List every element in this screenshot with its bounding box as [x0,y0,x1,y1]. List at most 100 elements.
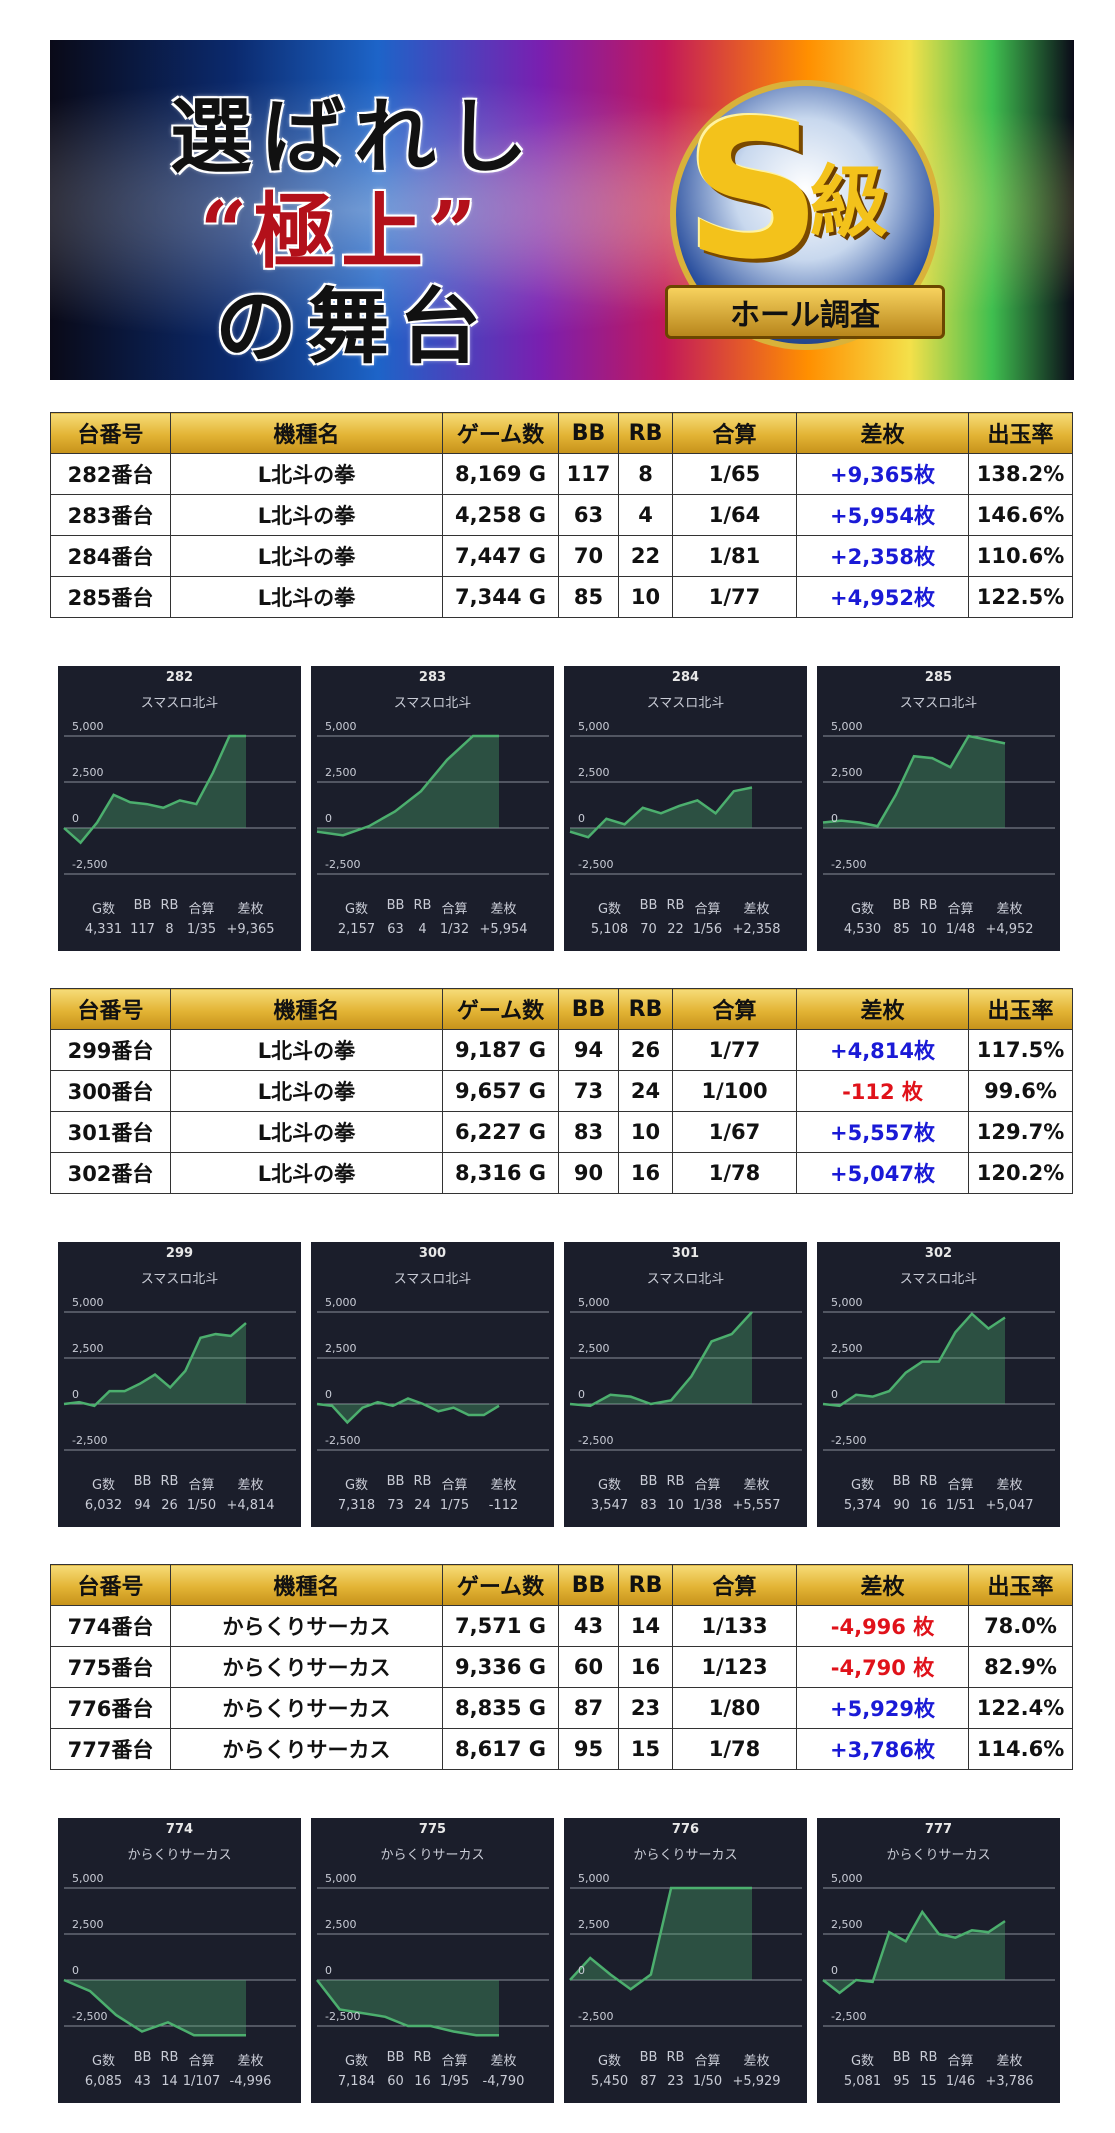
cell-bb: 73 [558,1070,619,1112]
graph-stat-header: G数 BB RB 合算 差枚 [564,1474,807,1493]
graph-stat-label: G数 [597,1478,622,1493]
graph-stat-label: BB [892,1474,911,1489]
graph-stat-diff: +5,929 [732,2074,781,2089]
slump-graph [316,734,549,875]
graph-axis-tick: 5,000 [578,1296,610,1309]
table-header-cell: 差枚 [796,412,969,454]
cell-model: L北斗の拳 [170,535,443,577]
table-row: 301番台 L北斗の拳 6,227 G 83 10 1/67 +5,557枚 129.7% [50,1111,1073,1153]
graph-area [570,1888,752,1990]
cell-rate: 78.0% [968,1605,1073,1647]
graph-stat-diff: +5,047 [985,1498,1034,1513]
graph-stat-combined: 1/50 [186,1498,217,1513]
graph-stat-label: 合算 [947,1478,974,1493]
graph-line [569,786,753,839]
cell-diff: +5,557枚 [796,1111,969,1153]
graph-axis-tick: 5,000 [578,1872,610,1885]
cell-rb: 24 [618,1070,673,1112]
graph-stat-label: 合算 [694,2054,721,2069]
graph-stat-label: G数 [850,902,875,917]
graph-axis-tick: 5,000 [72,1872,104,1885]
slump-graph-panel: 283 スマスロ北斗 5,000 2,500 0 -2,500 G数 BB RB 合算 差枚 2,15… [311,666,554,951]
graph-machine-name: スマスロ北斗 [899,696,978,711]
graph-stat-values: 5,081 95 15 1/46 +3,786 [817,2074,1060,2089]
graph-area [823,736,1005,828]
slump-graph-panel: 774 からくりサーカス 5,000 2,500 0 -2,500 G数 BB RB 合算 差枚 6,… [58,1818,301,2103]
cell-model: L北斗の拳 [170,453,443,495]
graph-stat-label: G数 [344,1478,369,1493]
table-row: 775番台 からくりサーカス 9,336 G 60 16 1/123 -4,790 枚 82.… [50,1646,1073,1688]
graph-stat-bb: 85 [893,922,910,937]
graph-stat-rb: 24 [414,1498,431,1513]
cell-rb: 26 [618,1029,673,1071]
graph-stat-header: G数 BB RB 合算 差枚 [817,898,1060,917]
table-header-cell: 台番号 [50,412,171,454]
graph-stat-label: BB [133,2050,152,2065]
cell-no: 776番台 [50,1687,171,1729]
graph-stat-label: RB [413,2050,432,2065]
slump-graph-panel: 300 スマスロ北斗 5,000 2,500 0 -2,500 G数 BB RB 合算 差枚 7,31… [311,1242,554,1527]
graph-stat-label: BB [133,1474,152,1489]
cell-games: 9,187 G [442,1029,559,1071]
badge-ribbon-text: ホール調査 [730,298,880,333]
cell-bb: 83 [558,1111,619,1153]
table-header-cell: 差枚 [796,1564,969,1606]
slump-graph-panel: 282 スマスロ北斗 5,000 2,500 0 -2,500 G数 BB RB 合算 差枚 4,33… [58,666,301,951]
cell-model: L北斗の拳 [170,576,443,618]
cell-games: 8,169 G [442,453,559,495]
cell-rate: 146.6% [968,494,1073,536]
graph-stat-combined: 1/48 [945,922,976,937]
cell-bb: 85 [558,576,619,618]
graph-stat-values: 4,331 117 8 1/35 +9,365 [58,922,301,937]
cell-model: からくりサーカス [170,1728,443,1770]
graph-axis-tick: -2,500 [72,858,108,871]
cell-rb: 4 [618,494,673,536]
graph-line [822,1312,1006,1408]
graph-stat-label: RB [666,1474,685,1489]
cell-games: 8,617 G [442,1728,559,1770]
cell-combined: 1/80 [672,1687,797,1729]
graph-machine-number: 774 [165,1822,194,1837]
graph-machine-number: 284 [671,670,700,685]
table-row: 300番台 L北斗の拳 9,657 G 73 24 1/100 -112 枚 99.6% [50,1070,1073,1112]
cell-rate: 122.4% [968,1687,1073,1729]
cell-rate: 82.9% [968,1646,1073,1688]
cell-no: 285番台 [50,576,171,618]
graph-stat-label: 差枚 [996,902,1023,917]
graph-stat-label: G数 [850,2054,875,2069]
graph-stat-header: G数 BB RB 合算 差枚 [311,1474,554,1493]
graph-stat-diff: +9,365 [226,922,275,937]
graph-machine-name: スマスロ北斗 [393,1272,472,1287]
cell-combined: 1/77 [672,1029,797,1071]
graph-axis-tick: 0 [72,1388,79,1401]
graph-stat-header: G数 BB RB 合算 差枚 [311,898,554,917]
cell-rb: 16 [618,1646,673,1688]
graph-area [64,1980,246,2036]
graph-stat-g: 2,157 [337,922,376,937]
table-header-cell: ゲーム数 [442,412,559,454]
table-header-cell: 台番号 [50,1564,171,1606]
graph-stat-diff: -4,790 [482,2074,525,2089]
graph-stat-label: 差枚 [490,1478,517,1493]
graph-axis-tick: 2,500 [72,766,104,779]
graph-stat-diff: -4,996 [229,2074,272,2089]
cell-combined: 1/67 [672,1111,797,1153]
graph-axis-tick: 0 [831,812,838,825]
table-header-cell: ゲーム数 [442,1564,559,1606]
graph-stat-values: 5,450 87 23 1/50 +5,929 [564,2074,807,2089]
graph-stat-label: 合算 [441,902,468,917]
cell-games: 9,336 G [442,1646,559,1688]
graph-stat-label: 合算 [188,1478,215,1493]
graph-stat-bb: 70 [640,922,657,937]
table-header-cell: 出玉率 [968,988,1073,1030]
graph-axis-tick: -2,500 [325,2010,361,2023]
graph-stat-label: BB [386,898,405,913]
graph-stat-rb: 16 [920,1498,937,1513]
graph-area [823,1313,1005,1406]
graph-stat-combined: 1/38 [692,1498,723,1513]
graph-axis-tick: 2,500 [72,1342,104,1355]
graph-machine-name: からくりサーカス [380,1848,485,1863]
graph-stat-bb: 95 [893,2074,910,2089]
graph-machine-name: スマスロ北斗 [899,1272,978,1287]
graph-stat-rb: 23 [667,2074,684,2089]
